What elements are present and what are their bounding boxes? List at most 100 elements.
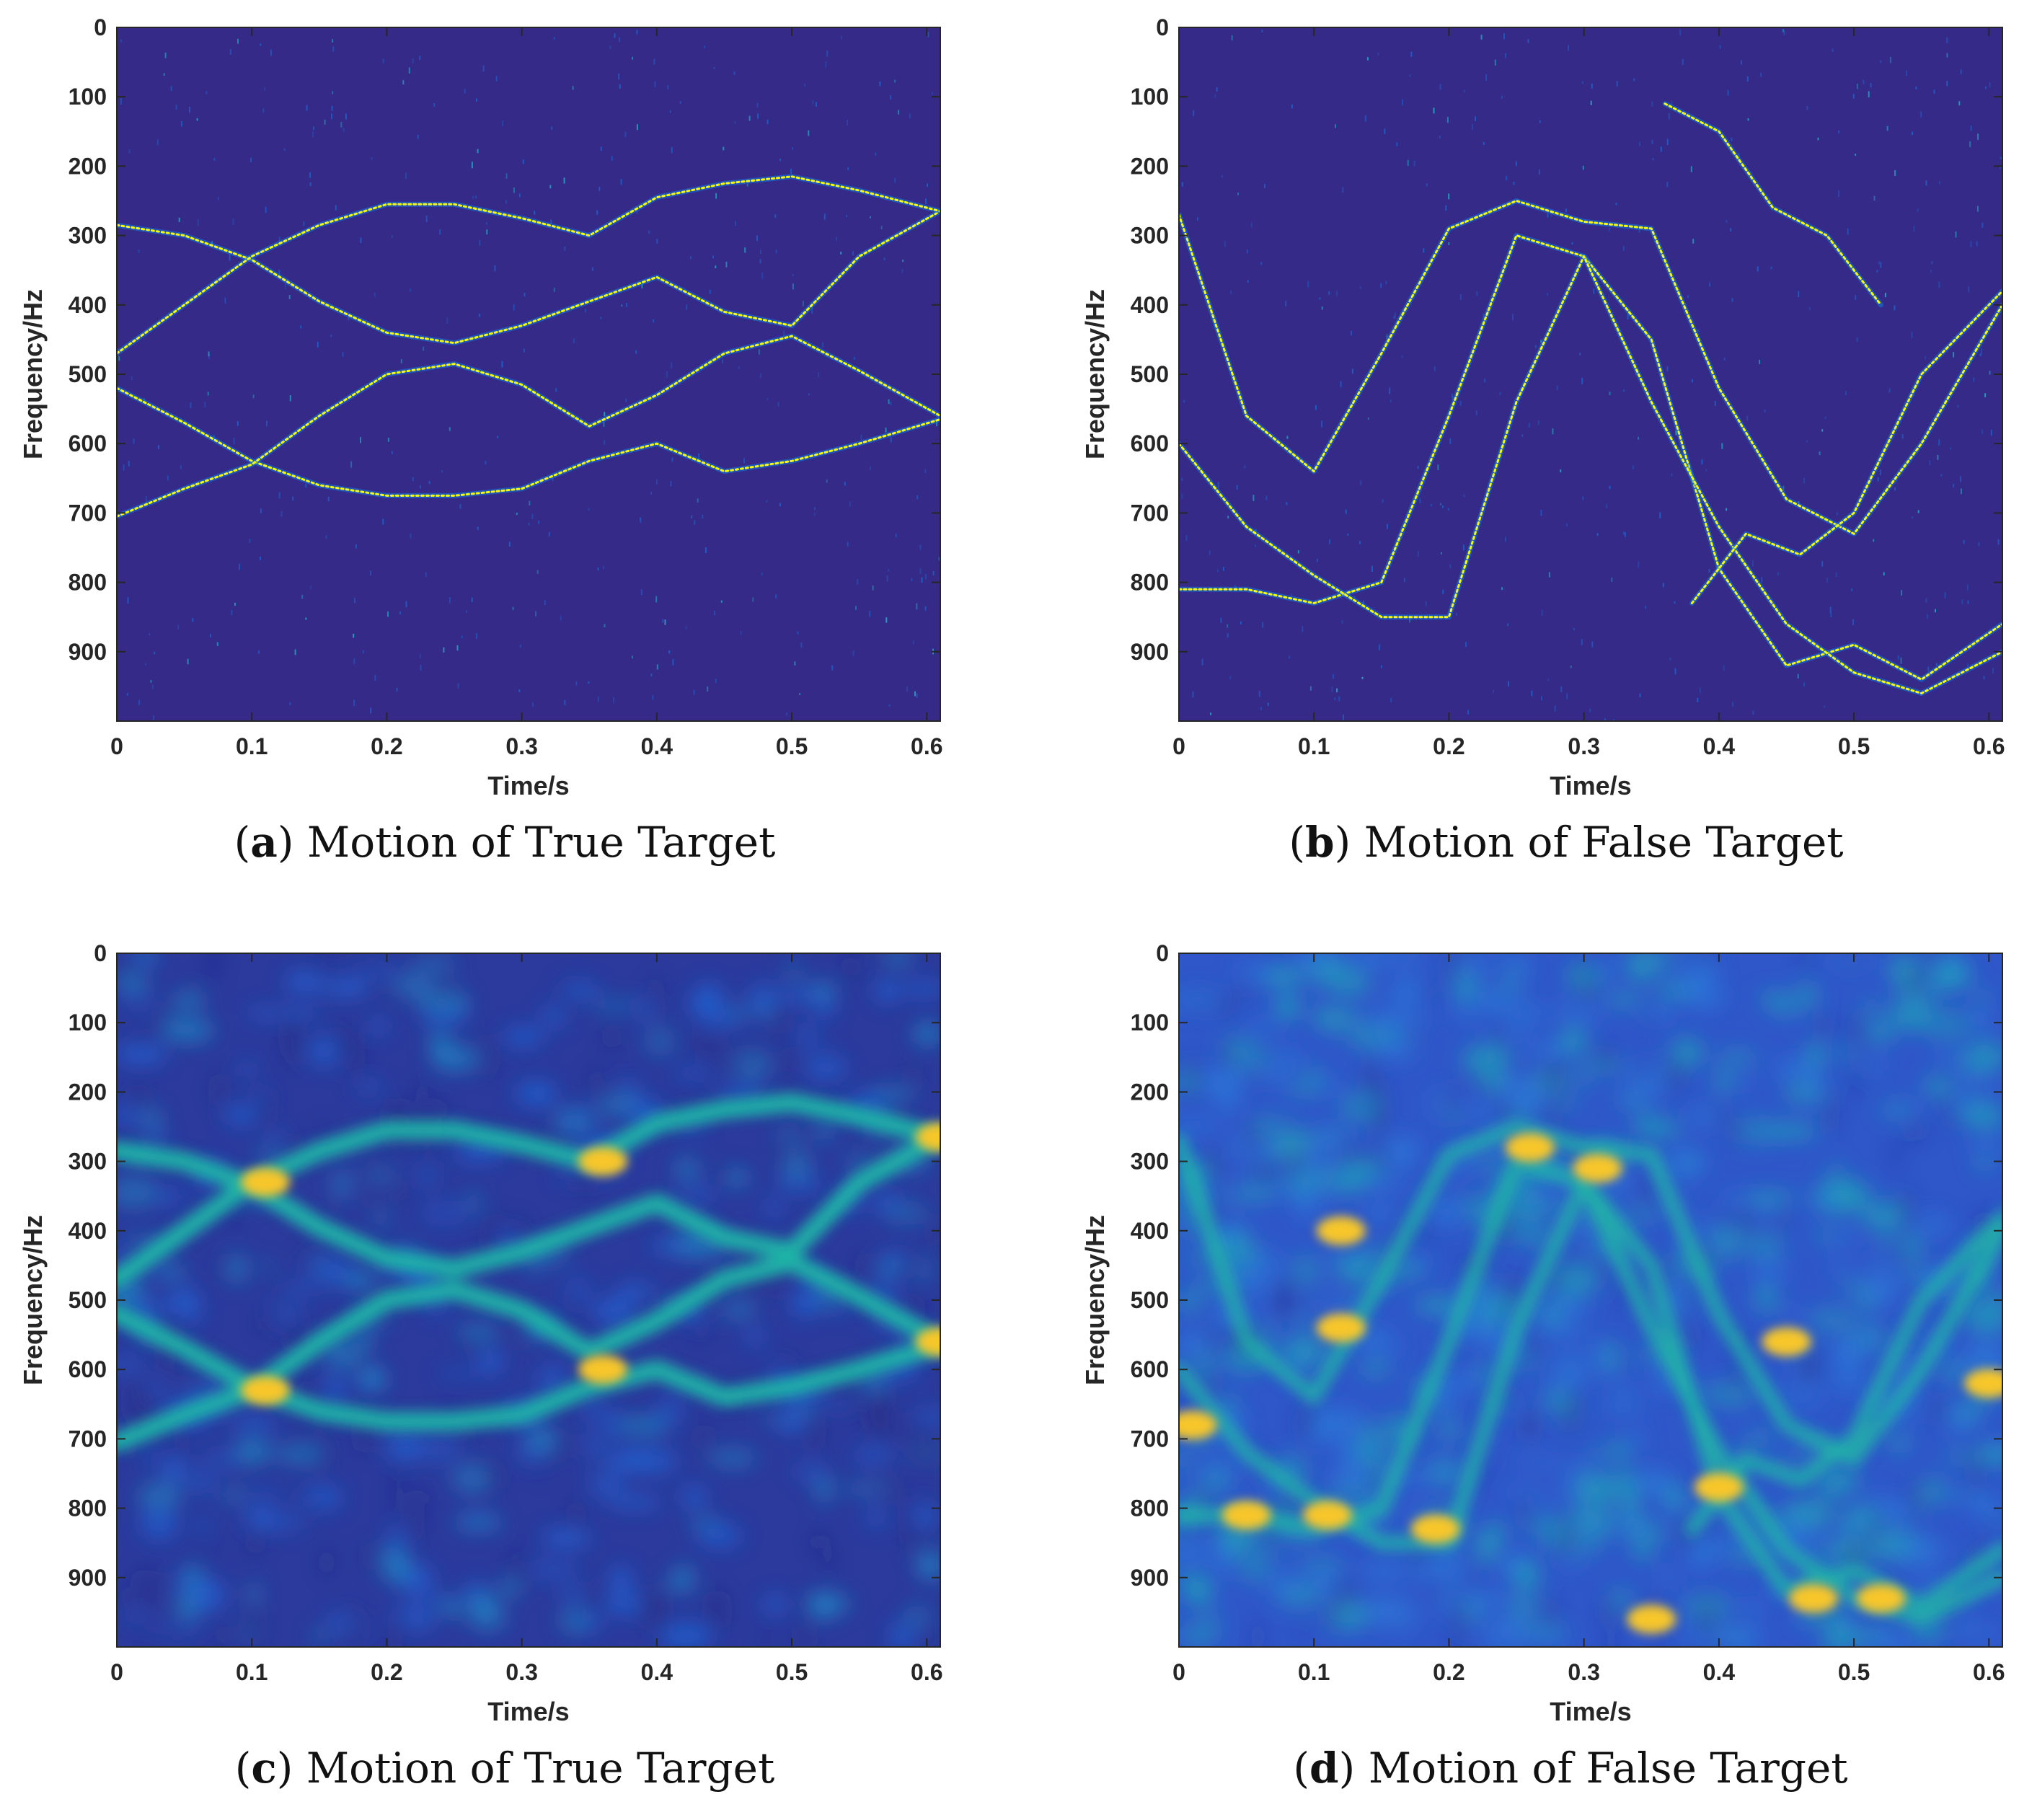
- speckle: [1901, 590, 1903, 596]
- panel-c: 0 0.1 0.2 0.3 0.4 0.5 0.6010020030040050060070…: [18, 940, 943, 1793]
- y-tick-label: 700: [69, 1426, 107, 1452]
- speckle: [802, 301, 804, 306]
- speckle: [149, 633, 151, 636]
- texture-blob: [144, 1133, 170, 1149]
- speckle: [360, 237, 362, 243]
- texture-streak: [809, 1419, 818, 1449]
- speckle: [1570, 666, 1572, 668]
- speckle: [382, 58, 384, 63]
- texture-streak: [123, 1102, 129, 1119]
- texture-streak: [1700, 953, 1713, 961]
- texture-blob: [1179, 1452, 1189, 1470]
- speckle: [1343, 714, 1344, 720]
- speckle: [197, 219, 199, 226]
- speckle: [486, 222, 487, 225]
- speckle: [288, 295, 291, 299]
- speckle: [138, 699, 141, 706]
- speckle: [879, 81, 881, 87]
- speckle: [399, 611, 401, 615]
- speckle: [1338, 696, 1340, 702]
- texture-streak: [132, 1086, 145, 1118]
- texture-blob: [1390, 977, 1422, 1005]
- texture-blob: [137, 1483, 182, 1509]
- texture-blob: [190, 1472, 214, 1493]
- speckle: [472, 195, 474, 199]
- texture-blob: [1597, 1402, 1645, 1417]
- texture-streak: [387, 1264, 394, 1289]
- series-4-band: [1684, 1209, 2002, 1537]
- speckle: [596, 210, 598, 215]
- speckle: [1480, 35, 1483, 40]
- speckle: [823, 213, 826, 220]
- texture-blob: [1215, 1079, 1241, 1113]
- speckle: [412, 477, 414, 482]
- texture-streak: [415, 1489, 428, 1507]
- speckle: [187, 658, 189, 665]
- speckle: [1286, 436, 1289, 439]
- texture-blob: [324, 1373, 345, 1407]
- speckle: [1360, 480, 1362, 485]
- speckle: [1868, 91, 1870, 98]
- speckle: [1984, 87, 1987, 89]
- texture-streak: [323, 1548, 330, 1577]
- speckle: [597, 696, 599, 702]
- speckle: [702, 514, 704, 518]
- texture-blob: [1640, 1005, 1675, 1020]
- texture-blob: [805, 1594, 852, 1614]
- texture-blob: [219, 1488, 248, 1503]
- speckle: [1185, 535, 1188, 541]
- speckle: [180, 465, 182, 469]
- texture-blob: [283, 1284, 316, 1295]
- speckle: [1220, 617, 1222, 623]
- speckle: [478, 313, 480, 317]
- speckle: [792, 274, 794, 277]
- speckle: [164, 52, 167, 58]
- texture-blob: [816, 1475, 832, 1504]
- x-tick-label: 0.1: [1298, 733, 1330, 759]
- speckle: [475, 633, 477, 640]
- speckle: [1824, 416, 1826, 419]
- speckle: [325, 535, 327, 539]
- texture-streak: [1410, 1025, 1416, 1049]
- texture-blob: [1331, 968, 1371, 997]
- texture-streak: [799, 1626, 810, 1647]
- texture-blob: [1622, 1427, 1648, 1450]
- speckle: [1953, 484, 1954, 488]
- speckle: [382, 518, 384, 525]
- texture-blob: [874, 979, 899, 1002]
- texture-streak: [1826, 1091, 1834, 1135]
- speckle: [668, 650, 671, 654]
- texture-streak: [260, 1085, 270, 1128]
- texture-blob: [1486, 1616, 1526, 1627]
- speckle: [1433, 366, 1436, 371]
- series-2-band: [1179, 1119, 2002, 1467]
- speckle: [262, 108, 265, 113]
- x-tick-label: 0: [1172, 733, 1185, 759]
- texture-streak: [868, 1395, 880, 1422]
- speckle: [655, 596, 658, 603]
- texture-blob: [139, 1507, 179, 1540]
- speckle: [898, 110, 900, 115]
- speckle: [783, 330, 785, 336]
- texture-streak: [717, 1162, 724, 1187]
- speckle: [1508, 681, 1509, 686]
- speckle: [1863, 79, 1865, 84]
- speckle: [1960, 488, 1962, 495]
- texture-streak: [1224, 1040, 1234, 1072]
- series-4-ridge: [117, 335, 940, 518]
- x-tick-label: 0.3: [1568, 733, 1599, 759]
- speckle: [777, 402, 779, 407]
- speckle: [1380, 283, 1382, 288]
- texture-streak: [129, 1165, 134, 1210]
- texture-blob: [453, 1515, 503, 1531]
- texture-blob: [1232, 1546, 1281, 1564]
- speckle: [1826, 578, 1829, 583]
- speckle: [1565, 208, 1567, 213]
- y-tick-label: 400: [1131, 1218, 1169, 1244]
- speckle: [604, 412, 606, 417]
- speckle: [1419, 498, 1421, 504]
- speckle: [120, 39, 122, 43]
- texture-streak: [513, 1321, 525, 1352]
- speckle: [640, 517, 641, 522]
- speckle: [371, 157, 373, 160]
